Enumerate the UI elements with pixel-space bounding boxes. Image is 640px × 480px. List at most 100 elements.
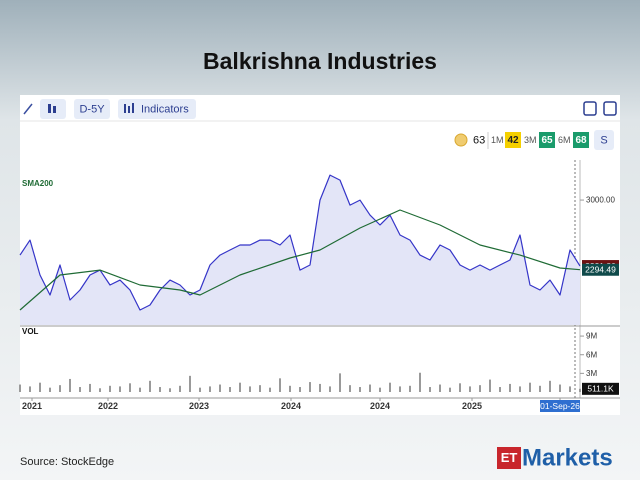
save-icon[interactable] [583, 101, 597, 116]
volume-bar [529, 382, 531, 392]
score-icon [454, 133, 468, 147]
volume-bar [149, 380, 151, 392]
logo-box [497, 447, 521, 469]
last-value-label: 511.1K [587, 384, 614, 394]
volume-bar [229, 387, 231, 392]
period-label: 6M [558, 135, 571, 145]
volume-bar [349, 385, 351, 392]
volume-bar [469, 386, 471, 392]
logo-et: ET [501, 450, 518, 465]
volume-bar [69, 378, 71, 392]
x-tick-label: 2024 [370, 401, 390, 411]
draw-icon[interactable] [23, 103, 33, 115]
volume-bar [319, 383, 321, 392]
y-tick-label: 3M [586, 369, 597, 378]
volume-bar [289, 385, 291, 392]
volume-bar [559, 384, 561, 392]
sma-line [19, 209, 581, 311]
range-button[interactable] [74, 99, 110, 119]
s-button[interactable] [594, 130, 614, 150]
chart-type-icon [48, 104, 51, 113]
volume-bar [29, 386, 31, 392]
volume-bar [259, 385, 261, 392]
x-tick-label: 01-Sep-26 [540, 401, 580, 411]
volume-bar [569, 386, 571, 392]
volume-bar [549, 380, 551, 392]
x-tick-label: 2023 [189, 401, 209, 411]
period-score: 68 [575, 135, 587, 146]
last-value-box [582, 382, 619, 395]
panel-label: VOL [22, 327, 39, 336]
volume-bar [159, 387, 161, 392]
period-score-box [505, 132, 521, 148]
indicators-icon [128, 106, 130, 113]
volume-bar [239, 382, 241, 392]
indicators-label: Indicators [141, 103, 189, 115]
volume-bar [399, 386, 401, 392]
indicators-icon [124, 104, 126, 113]
indicator-label: SMA200 [22, 179, 54, 188]
period-score: 65 [541, 135, 553, 146]
period-label: 3M [524, 135, 537, 145]
volume-bar [219, 384, 221, 392]
x-tick-label: 2021 [22, 401, 42, 411]
price-line [19, 174, 581, 311]
volume-bar [99, 388, 101, 392]
volume-bar [209, 386, 211, 392]
volume-bar [489, 379, 491, 392]
fullscreen-icon[interactable] [603, 101, 617, 116]
cursor-date-box [540, 400, 580, 412]
volume-bar [269, 387, 271, 392]
volume-bar [59, 385, 61, 392]
y-tick-label: 6M [586, 350, 597, 359]
period-score: 42 [507, 135, 519, 146]
volume-bar [19, 384, 21, 392]
volume-bar [449, 387, 451, 392]
volume-bar [509, 383, 511, 392]
source: Source: StockEdge [20, 456, 114, 468]
volume-bar [309, 382, 311, 392]
volume-bar [379, 387, 381, 392]
range-label: D-5Y [79, 103, 105, 115]
volume-bar [479, 385, 481, 392]
volume-bar [459, 383, 461, 392]
volume-bar [179, 385, 181, 392]
y-tick-label: 9M [586, 332, 597, 341]
volume-bar [519, 386, 521, 392]
volume-bar [49, 387, 51, 392]
volume-bar [279, 378, 281, 392]
volume-bar [429, 387, 431, 392]
indicators-icon [132, 103, 134, 113]
volume-bar [409, 385, 411, 392]
volume-bar [499, 387, 501, 392]
x-tick-label: 2025 [462, 401, 482, 411]
y-tick-label: 3000.00 [586, 196, 615, 205]
period-score-box [573, 132, 589, 148]
volume-bar [369, 384, 371, 392]
volume-bar [579, 388, 581, 392]
period-score-box [539, 132, 555, 148]
score: 63 [473, 134, 485, 146]
volume-bar [299, 387, 301, 392]
volume-bar [39, 382, 41, 392]
volume-bar [119, 386, 121, 392]
volume-bar [79, 387, 81, 392]
chart-type-icon [53, 106, 56, 113]
volume-bar [539, 385, 541, 392]
volume-bar [339, 373, 341, 392]
volume-bar [129, 383, 131, 392]
volume-bar [419, 372, 421, 392]
x-tick-label: 2022 [98, 401, 118, 411]
indicators-button[interactable] [118, 99, 196, 119]
volume-bar [169, 388, 171, 392]
page-title: Balkrishna Industries [203, 48, 437, 74]
price-area [20, 175, 580, 325]
period-label: 1M [491, 135, 504, 145]
s-button-label: S [600, 134, 607, 146]
last-value-label: 2294.49 [585, 264, 616, 274]
volume-bar [439, 384, 441, 392]
x-tick-label: 2024 [281, 401, 301, 411]
volume-bar [359, 387, 361, 392]
volume-bar [189, 375, 191, 392]
